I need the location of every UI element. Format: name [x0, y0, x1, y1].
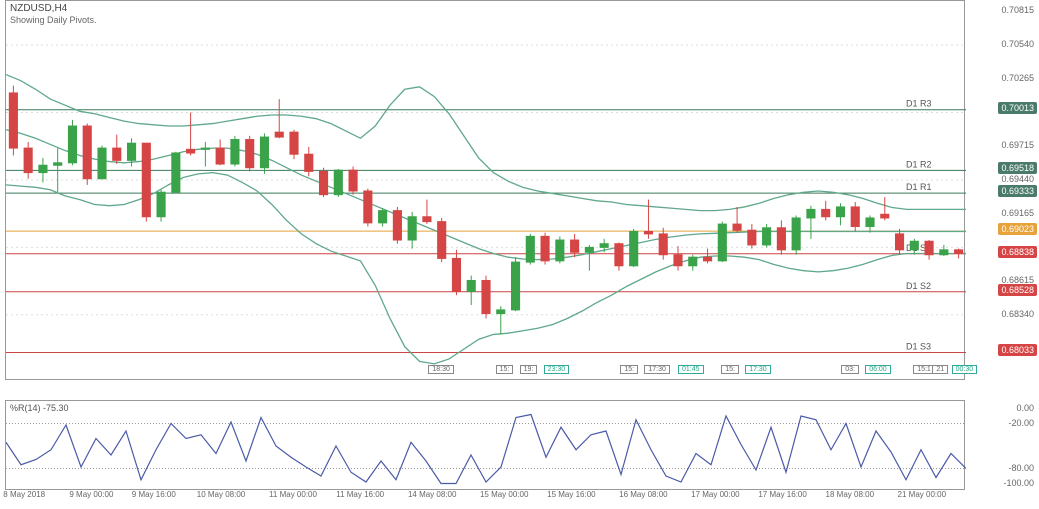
y-tick-label: 0.68340 — [1001, 309, 1034, 319]
price-level-badge: 0.70013 — [998, 102, 1037, 114]
symbol-title: NZDUSD,H4 — [10, 3, 67, 14]
main-price-chart[interactable]: NZDUSD,H4 Showing Daily Pivots. D1 R3 D1 … — [5, 0, 965, 380]
y-axis-main: 0.70815 0.70540 0.70265 0.69715 0.69440 0.691… — [965, 0, 1039, 380]
y-tick-label: 0.69165 — [1001, 208, 1034, 218]
y-tick-label: -80.00 — [1008, 463, 1034, 473]
y-tick-label: -100.00 — [1003, 478, 1034, 488]
price-level-badge: 0.69023 — [998, 223, 1037, 235]
x-tick-label: 8 May 2018 — [3, 490, 45, 499]
x-tick-label: 14 May 08:00 — [408, 490, 456, 499]
x-tick-label: 16 May 08:00 — [619, 490, 667, 499]
x-tick-label: 11 May 16:00 — [336, 490, 384, 499]
x-tick-label: 11 May 00:00 — [269, 490, 317, 499]
time-marker: 15: — [496, 365, 514, 374]
time-marker: 01:45 — [678, 365, 704, 374]
time-marker: 18:30 — [428, 365, 454, 374]
y-axis-sub: 0.00 -20.00 -80.00 -100.00 — [965, 400, 1039, 490]
svg-text:D1 R2: D1 R2 — [906, 159, 932, 169]
y-tick-label: 0.70815 — [1001, 5, 1034, 15]
svg-text:D1 S2: D1 S2 — [906, 281, 931, 291]
time-marker: 17:30 — [644, 365, 670, 374]
time-marker: 21 — [932, 365, 948, 374]
time-marker: 03: — [841, 365, 859, 374]
y-tick-label: 0.00 — [1016, 403, 1034, 413]
svg-text:D1 R1: D1 R1 — [906, 182, 932, 192]
x-tick-label: 15 May 16:00 — [547, 490, 595, 499]
x-tick-label: 21 May 00:00 — [898, 490, 946, 499]
x-tick-label: 18 May 08:00 — [826, 490, 874, 499]
x-tick-label: 9 May 00:00 — [69, 490, 113, 499]
y-tick-label: 0.69715 — [1001, 140, 1034, 150]
y-tick-label: 0.70265 — [1001, 73, 1034, 83]
price-level-badge: 0.68528 — [998, 284, 1037, 296]
svg-text:D1 S3: D1 S3 — [906, 341, 931, 351]
williams-r-chart[interactable]: %R(14) -75.30 — [5, 400, 965, 490]
chart-container: NZDUSD,H4 Showing Daily Pivots. D1 R3 D1 … — [0, 0, 1039, 509]
price-level-badge: 0.68033 — [998, 344, 1037, 356]
time-marker: 15: — [620, 365, 638, 374]
time-marker: 23:30 — [544, 365, 570, 374]
price-level-badge: 0.69333 — [998, 185, 1037, 197]
x-tick-label: 10 May 08:00 — [197, 490, 245, 499]
y-tick-label: 0.69440 — [1001, 174, 1034, 184]
x-tick-label: 17 May 00:00 — [691, 490, 739, 499]
indicator-label: %R(14) -75.30 — [10, 403, 69, 413]
price-level-badge: 0.69518 — [998, 162, 1037, 174]
x-tick-label: 9 May 16:00 — [132, 490, 176, 499]
x-tick-label: 17 May 16:00 — [758, 490, 806, 499]
y-tick-label: 0.70540 — [1001, 39, 1034, 49]
time-marker: 19: — [520, 365, 538, 374]
chart-subtitle: Showing Daily Pivots. — [10, 15, 97, 25]
time-marker: 15: — [721, 365, 739, 374]
price-level-badge: 0.68838 — [998, 246, 1037, 258]
svg-text:D1 R3: D1 R3 — [906, 99, 932, 109]
x-tick-label: 15 May 00:00 — [480, 490, 528, 499]
time-marker: 00:30 — [952, 365, 978, 374]
time-marker: 06:00 — [865, 365, 891, 374]
y-tick-label: -20.00 — [1008, 418, 1034, 428]
time-marker: 17:30 — [745, 365, 771, 374]
x-axis: 8 May 2018 9 May 00:00 9 May 16:00 10 May 0… — [5, 490, 965, 505]
